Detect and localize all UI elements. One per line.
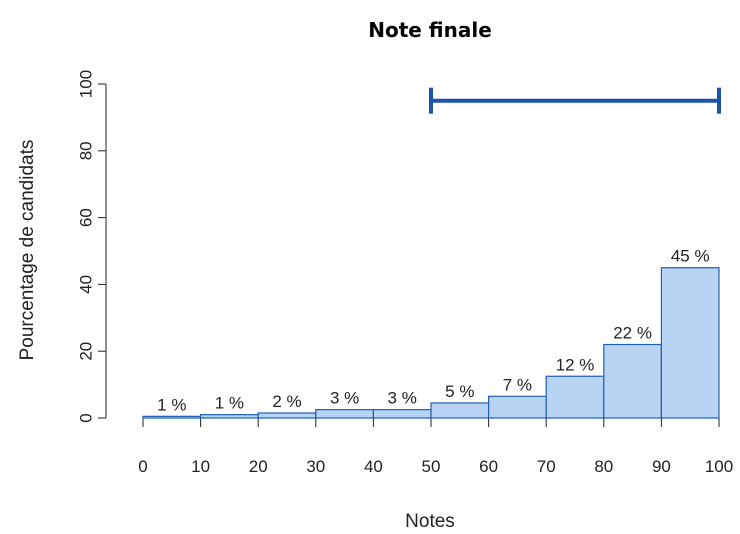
range-bar — [429, 87, 721, 114]
histogram-bar — [142, 415, 202, 419]
bar-data-label: 2 % — [272, 392, 301, 411]
x-tick-label: 50 — [422, 457, 441, 476]
x-tick-label: 70 — [537, 457, 556, 476]
bar-data-label: 1 % — [215, 394, 244, 413]
histogram-bar — [315, 409, 374, 419]
y-tick-label: 0 — [76, 413, 95, 422]
y-tick-label: 60 — [76, 208, 95, 227]
x-axis: 0 10 20 30 40 50 60 70 80 90 100 — [138, 417, 733, 476]
data-labels: 1 % 1 % 2 % 3 % 3 % 5 % 7 % 12 % 22 % 45 % — [157, 247, 709, 415]
histogram-bar — [603, 343, 662, 419]
x-tick-label: 60 — [479, 457, 498, 476]
y-tick-label: 20 — [76, 342, 95, 361]
x-tick-label: 10 — [191, 457, 210, 476]
histogram-bar — [430, 402, 490, 419]
bar-data-label: 3 % — [388, 389, 417, 408]
x-axis-label: Notes — [405, 511, 455, 532]
bars — [142, 267, 720, 419]
bar-data-label: 22 % — [613, 324, 652, 343]
x-tick-label: 40 — [364, 457, 383, 476]
bar-data-label: 3 % — [330, 389, 359, 408]
bar-data-label: 7 % — [503, 375, 532, 394]
histogram-bar — [200, 414, 259, 419]
histogram-bar — [488, 395, 547, 419]
x-tick-label: 80 — [594, 457, 613, 476]
x-tick-label: 100 — [705, 457, 733, 476]
y-tick-label: 100 — [76, 70, 95, 98]
y-tick-label: 40 — [76, 275, 95, 294]
bar-data-label: 1 % — [157, 395, 186, 414]
bar-data-label: 5 % — [445, 382, 474, 401]
x-tick-label: 0 — [138, 457, 147, 476]
histogram-bar — [545, 375, 605, 419]
histogram-bar — [660, 267, 720, 419]
bar-data-label: 12 % — [556, 355, 595, 374]
y-tick-label: 80 — [76, 141, 95, 160]
histogram-bar — [257, 412, 317, 419]
x-tick-label: 90 — [652, 457, 671, 476]
histogram-bar — [372, 409, 432, 419]
x-tick-label: 20 — [249, 457, 268, 476]
chart-title: Note finale — [368, 18, 492, 42]
bar-data-label: 45 % — [671, 247, 710, 266]
y-axis-label: Pourcentage de candidats — [17, 140, 38, 361]
y-axis: 0 20 40 60 80 100 — [76, 70, 107, 423]
x-tick-label: 30 — [306, 457, 325, 476]
